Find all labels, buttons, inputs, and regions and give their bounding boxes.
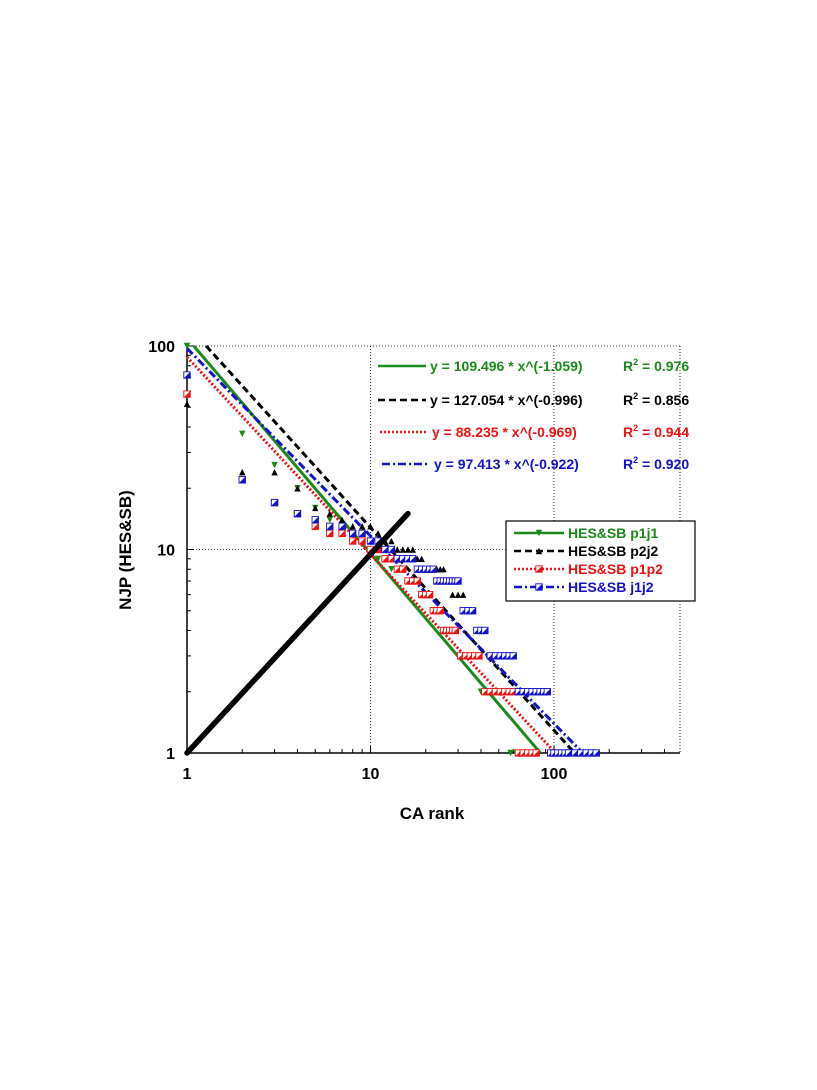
point-p1p2 — [326, 529, 334, 538]
legend-marker-j1j2 — [535, 583, 543, 591]
point-j1j2 — [387, 545, 396, 554]
point-p2j2 — [312, 504, 319, 512]
legend-label-p2j2: HES&SB p2j2 — [568, 543, 658, 559]
point-j1j2 — [326, 522, 334, 530]
point-j1j2 — [270, 498, 279, 507]
y-tick-label: 1 — [166, 746, 175, 763]
point-p2j2 — [294, 485, 301, 492]
reference-line — [184, 510, 411, 756]
point-p1p2 — [532, 749, 540, 757]
r2-text-p1p2: R2 = 0.944 — [623, 423, 689, 440]
point-j1j2 — [381, 545, 389, 554]
point-p1p2 — [387, 555, 396, 563]
legend-label-p1p2: HES&SB p1p2 — [568, 561, 663, 577]
legend-layer: HES&SB p1j1 HES&SB p2j2 HES&SB p1p2 HES&SB … — [505, 520, 696, 602]
legend-label-p1j1: HES&SB p1j1 — [568, 525, 658, 541]
point-p2j2 — [440, 566, 447, 573]
fit-line-p2j2 — [205, 344, 576, 755]
point-p2j2 — [388, 537, 395, 545]
equation-text-p1p2: y = 88.235 * x^(-0.969) — [432, 424, 577, 440]
legend-marker-p1j1 — [535, 529, 543, 537]
grid-layer — [187, 345, 681, 753]
point-j1j2 — [349, 529, 357, 538]
x-tick-label: 100 — [541, 766, 568, 783]
point-j1j2 — [481, 626, 489, 635]
point-p1j1 — [374, 555, 382, 563]
legend-marker-p2j2 — [535, 547, 543, 555]
point-p2j2 — [326, 510, 333, 517]
point-j1j2 — [543, 688, 552, 696]
axes-layer: 1 10 100 1 10 100 — [148, 339, 680, 783]
point-p2j2 — [239, 468, 246, 476]
points-layer — [183, 342, 600, 757]
r2-text-p2j2: R2 = 0.856 — [623, 391, 689, 408]
point-j1j2 — [454, 577, 462, 585]
point-j1j2 — [592, 749, 600, 757]
point-j1j2 — [571, 749, 579, 757]
point-p1p2 — [338, 529, 346, 538]
point-p2j2 — [183, 400, 191, 407]
point-p1j1 — [388, 566, 395, 573]
point-j1j2 — [338, 522, 346, 530]
point-p2j2 — [404, 546, 412, 553]
point-p1j1 — [183, 342, 191, 350]
legend-label-j1j2: HES&SB j1j2 — [568, 579, 654, 595]
point-p2j2 — [374, 530, 382, 537]
point-p1p2 — [399, 565, 407, 573]
point-p2j2 — [399, 546, 407, 553]
point-j1j2 — [311, 516, 319, 524]
r2-text-j1j2: R2 = 0.920 — [623, 455, 689, 472]
point-p1p2 — [183, 390, 191, 398]
point-p1j1 — [239, 430, 246, 438]
point-p1p2 — [425, 590, 434, 599]
equation-layer: y = 109.496 * x^(-1.059) R2 = 0.976 y = 12… — [378, 357, 689, 472]
point-p1p2 — [436, 607, 444, 615]
point-p2j2 — [358, 523, 366, 530]
point-p2j2 — [454, 591, 462, 598]
equation-text-j1j2: y = 97.413 * x^(-0.922) — [434, 456, 579, 472]
equation-text-p1j1: y = 109.496 * x^(-1.059) — [430, 358, 583, 374]
legend-marker-p1p2 — [535, 565, 543, 573]
point-p1p2 — [381, 555, 389, 563]
point-p2j2 — [459, 591, 467, 598]
x-tick-label: 1 — [183, 766, 192, 783]
point-p2j2 — [409, 546, 416, 553]
point-p1p2 — [358, 537, 366, 545]
point-p2j2 — [338, 516, 346, 523]
y-axis-label: NJP (HES&SB) — [116, 490, 135, 610]
point-p2j2 — [449, 591, 456, 598]
y-tick-label: 100 — [148, 339, 175, 356]
point-p1j1 — [271, 461, 278, 469]
point-p2j2 — [367, 523, 374, 530]
point-p1j1 — [507, 749, 514, 757]
point-j1j2 — [358, 529, 366, 538]
point-p2j2 — [418, 555, 425, 563]
point-j1j2 — [468, 607, 477, 615]
point-p2j2 — [394, 546, 401, 553]
point-j1j2 — [366, 537, 375, 545]
point-j1j2 — [183, 371, 191, 379]
point-p1p2 — [349, 537, 357, 545]
y-tick-label: 10 — [157, 543, 175, 560]
point-p2j2 — [349, 523, 356, 530]
ref-layer — [184, 510, 411, 756]
point-j1j2 — [293, 510, 302, 518]
point-j1j2 — [564, 749, 573, 757]
point-p1p2 — [475, 652, 483, 660]
r2-text-p1j1: R2 = 0.976 — [623, 357, 689, 374]
point-j1j2 — [509, 652, 517, 660]
point-p1j1 — [326, 516, 333, 523]
labels-layer: CA rank NJP (HES&SB) — [116, 490, 465, 823]
point-p1p2 — [451, 626, 460, 635]
x-axis-label: CA rank — [400, 804, 465, 823]
point-p1p2 — [311, 522, 319, 530]
point-j1j2 — [409, 555, 417, 563]
point-p2j2 — [271, 468, 278, 476]
point-p1p2 — [413, 577, 421, 585]
point-j1j2 — [238, 476, 246, 484]
x-tick-label: 10 — [362, 766, 380, 783]
equation-text-p2j2: y = 127.054 * x^(-0.996) — [430, 392, 583, 408]
point-j1j2 — [429, 565, 437, 573]
